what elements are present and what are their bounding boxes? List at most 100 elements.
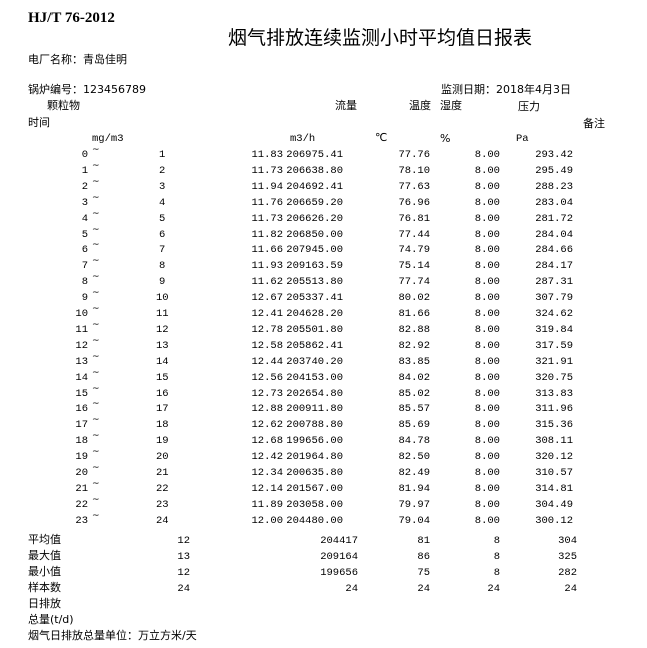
humidity-value: 8.00 — [474, 260, 500, 273]
flow-value: 204417 — [320, 535, 358, 547]
unit-pressure: Pa — [516, 133, 529, 145]
range-tilde: ~ — [92, 145, 100, 155]
flow-value: 201964.80 — [286, 451, 343, 464]
hour-start: 15 — [75, 387, 88, 400]
particulate-value: 12.67 — [251, 292, 283, 305]
hour-end: 24 — [156, 514, 169, 527]
standard-code: HJ/T 76-2012 — [28, 10, 115, 26]
range-tilde: ~ — [92, 351, 100, 362]
hour-start: 21 — [75, 482, 88, 495]
pressure-value: 317.59 — [535, 339, 573, 352]
flow-value: 209163.59 — [286, 260, 343, 273]
hour-end: 2 — [159, 164, 166, 177]
boiler-number: 锅炉编号：123456789 — [28, 83, 146, 96]
humidity-value: 8.00 — [474, 164, 500, 177]
particulate-value: 12.56 — [251, 371, 283, 384]
humidity-value: 8.00 — [474, 467, 500, 479]
pressure-value: 293.42 — [535, 149, 573, 161]
hour-start: 13 — [75, 355, 88, 368]
summary-label: 平均值 — [28, 533, 61, 546]
temperature-value: 79.97 — [398, 498, 430, 511]
hour-end: 13 — [156, 339, 169, 352]
hour-end: 8 — [159, 260, 166, 273]
col-header-remark: 备注 — [583, 117, 605, 130]
hour-end: 12 — [156, 323, 169, 336]
pressure-value: 319.84 — [535, 323, 573, 336]
hour-start: 10 — [75, 308, 88, 320]
daily-emission-label: 日排放 — [28, 597, 61, 610]
range-tilde: ~ — [92, 399, 100, 410]
range-tilde: ~ — [92, 224, 100, 235]
pressure-value: 315.36 — [535, 419, 573, 432]
flow-value: 200911.80 — [286, 403, 343, 416]
flow-value: 205513.80 — [286, 276, 343, 289]
temperature-value: 77.63 — [398, 180, 430, 193]
pressure-value: 24 — [564, 583, 577, 595]
humidity-value: 8.00 — [474, 308, 500, 320]
temperature-value: 75.14 — [398, 260, 430, 273]
hour-start: 23 — [75, 514, 88, 527]
col-header-humidity: 湿度 — [440, 99, 462, 112]
particulate-value: 11.94 — [251, 180, 283, 193]
hour-start: 8 — [81, 276, 88, 289]
flow-value: 209164 — [320, 551, 358, 563]
particulate-value: 24 — [177, 583, 190, 595]
col-header-flow: 流量 — [335, 99, 357, 112]
humidity-value: 8.00 — [474, 419, 500, 432]
hour-end: 21 — [156, 467, 169, 479]
hour-end: 14 — [156, 355, 169, 368]
humidity-value: 8.00 — [474, 196, 500, 209]
pressure-value: 284.66 — [535, 244, 573, 257]
flow-value: 199656 — [320, 567, 358, 579]
pressure-value: 304 — [558, 535, 577, 547]
hour-start: 3 — [81, 196, 88, 209]
range-tilde: ~ — [92, 415, 100, 426]
flow-value: 203058.00 — [286, 498, 343, 511]
hour-start: 19 — [75, 451, 88, 464]
hour-end: 1 — [159, 149, 166, 161]
temperature-value: 81.94 — [398, 482, 430, 495]
hour-end: 22 — [156, 482, 169, 495]
temperature-value: 77.44 — [398, 228, 430, 241]
particulate-value: 12.44 — [251, 355, 283, 368]
temperature-value: 76.81 — [398, 212, 430, 225]
humidity-value: 8.00 — [474, 482, 500, 495]
flow-value: 200635.80 — [286, 467, 343, 479]
humidity-value: 8.00 — [474, 498, 500, 511]
flow-value: 206638.80 — [286, 164, 343, 177]
col-header-particulate: 颗粒物 — [47, 99, 80, 112]
humidity-value: 8.00 — [474, 180, 500, 193]
flow-value: 207945.00 — [286, 244, 343, 257]
range-tilde: ~ — [92, 494, 100, 505]
hour-start: 5 — [81, 228, 88, 241]
temperature-value: 81.66 — [398, 308, 430, 320]
summary-label: 样本数 — [28, 581, 61, 594]
temperature-value: 82.50 — [398, 451, 430, 464]
pressure-value: 284.17 — [535, 260, 573, 273]
range-tilde: ~ — [92, 383, 100, 394]
summary-label: 最小值 — [28, 565, 61, 578]
flow-value: 201567.00 — [286, 482, 343, 495]
temperature-value: 79.04 — [398, 514, 430, 527]
hour-start: 16 — [75, 403, 88, 416]
temperature-value: 24 — [417, 583, 430, 595]
particulate-value: 11.83 — [251, 149, 283, 161]
particulate-value: 12.42 — [251, 451, 283, 464]
humidity-value: 8.00 — [474, 228, 500, 241]
pressure-value: 314.81 — [535, 482, 573, 495]
monitor-date: 监测日期：2018年4月3日 — [441, 83, 571, 96]
range-tilde: ~ — [92, 176, 100, 187]
flow-value: 206659.20 — [286, 196, 343, 209]
flow-value: 206850.00 — [286, 228, 343, 241]
hour-start: 11 — [75, 323, 88, 336]
particulate-value: 12.58 — [251, 339, 283, 352]
pressure-value: 311.96 — [535, 403, 573, 416]
particulate-value: 11.76 — [251, 196, 283, 209]
pressure-value: 300.12 — [535, 514, 573, 527]
particulate-value: 12.34 — [251, 467, 283, 479]
humidity-value: 8.00 — [474, 276, 500, 289]
temperature-value: 82.88 — [398, 323, 430, 336]
humidity-value: 8.00 — [474, 244, 500, 257]
temperature-value: 86 — [417, 551, 430, 563]
flow-value: 204692.41 — [286, 180, 343, 193]
